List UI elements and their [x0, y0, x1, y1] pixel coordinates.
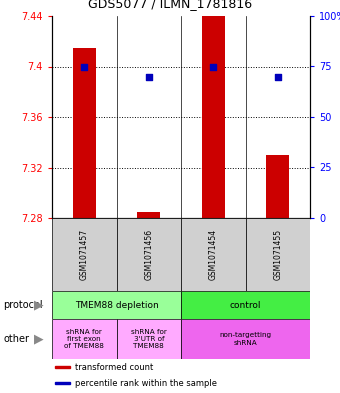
Bar	[245, 218, 310, 291]
Bar	[55, 366, 70, 368]
Text: GSM1071454: GSM1071454	[209, 229, 218, 280]
Bar	[181, 291, 310, 319]
Text: TMEM88 depletion: TMEM88 depletion	[74, 301, 158, 310]
Text: control: control	[230, 301, 261, 310]
Point	[146, 73, 152, 80]
Text: shRNA for
first exon
of TMEM88: shRNA for first exon of TMEM88	[64, 329, 104, 349]
Point	[275, 73, 280, 80]
Bar	[181, 319, 310, 359]
Bar	[181, 218, 245, 291]
Text: GSM1071455: GSM1071455	[273, 229, 282, 280]
Bar	[73, 48, 96, 218]
Text: GSM1071456: GSM1071456	[144, 229, 153, 280]
Point	[82, 63, 87, 70]
Text: non-targetting
shRNA: non-targetting shRNA	[219, 332, 272, 346]
Bar	[52, 218, 117, 291]
Text: shRNA for
3'UTR of
TMEM88: shRNA for 3'UTR of TMEM88	[131, 329, 167, 349]
Bar	[117, 218, 181, 291]
Bar	[52, 291, 181, 319]
Bar	[267, 155, 289, 218]
Text: GSM1071457: GSM1071457	[80, 229, 89, 280]
Text: ▶: ▶	[34, 332, 43, 345]
Text: ▶: ▶	[34, 299, 43, 312]
Bar	[202, 10, 224, 218]
Bar	[55, 382, 70, 384]
Bar	[137, 212, 160, 218]
Bar	[52, 319, 117, 359]
Bar	[117, 319, 181, 359]
Point	[210, 63, 216, 70]
Text: GDS5077 / ILMN_1781816: GDS5077 / ILMN_1781816	[88, 0, 252, 10]
Text: percentile rank within the sample: percentile rank within the sample	[75, 378, 217, 387]
Text: other: other	[3, 334, 29, 344]
Text: transformed count: transformed count	[75, 362, 153, 371]
Text: protocol: protocol	[3, 300, 43, 310]
